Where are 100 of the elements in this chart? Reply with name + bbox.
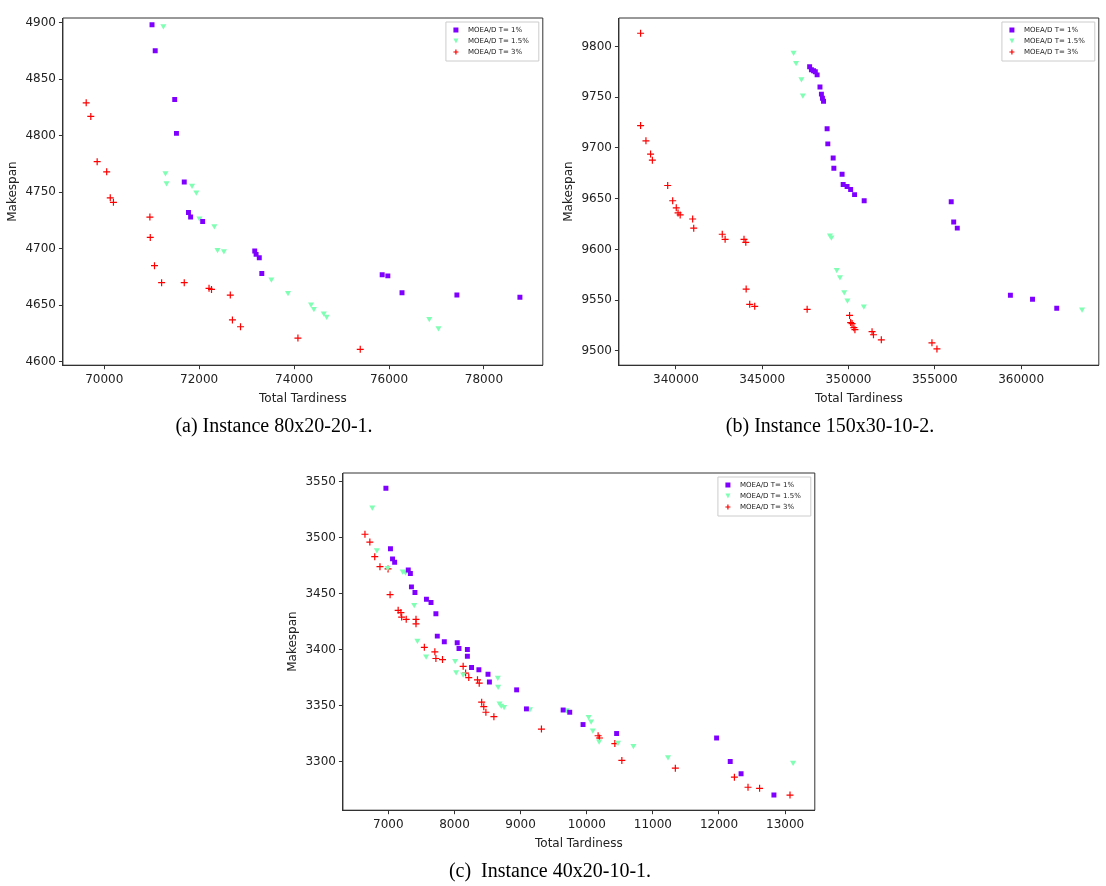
point	[411, 603, 418, 609]
point	[259, 271, 265, 277]
point	[785, 790, 795, 800]
point	[589, 728, 596, 734]
point	[861, 198, 867, 204]
point	[152, 48, 158, 54]
point	[174, 130, 179, 136]
point	[688, 214, 697, 224]
point	[839, 171, 845, 177]
point	[830, 155, 836, 161]
y-tick-label: 4800	[25, 127, 56, 142]
point	[852, 192, 858, 198]
point	[220, 249, 227, 255]
point	[738, 771, 744, 777]
point	[441, 639, 447, 645]
text: (a) Instance 80x20-20-1.	[174, 414, 374, 437]
point	[196, 216, 203, 222]
point	[320, 311, 327, 317]
point	[193, 190, 200, 196]
point	[841, 290, 848, 296]
y-tick-label: 4900	[25, 14, 56, 29]
y-tick-label: 9600	[581, 241, 612, 256]
x-tick-label: 9000	[505, 816, 536, 831]
point	[793, 60, 800, 67]
y-tick-label: 3400	[305, 641, 336, 656]
y-tick-label: 3350	[305, 697, 336, 712]
x-tick-label: 12000	[699, 816, 739, 831]
point	[798, 77, 805, 83]
point	[214, 248, 221, 254]
point	[464, 653, 470, 659]
x-axis-title: Total Tardiness	[814, 390, 903, 405]
y-axis-title: Makespan	[561, 161, 576, 222]
point	[743, 783, 753, 792]
point	[831, 165, 837, 171]
y-tick-label: 9550	[581, 292, 612, 307]
text: (b) Instance 150x30-10-2.	[724, 414, 936, 437]
point	[537, 724, 546, 734]
point	[742, 284, 751, 294]
point	[388, 546, 393, 552]
text: (c) Instance 40x20-10-1.	[447, 859, 653, 882]
y-tick-label: 9500	[581, 343, 612, 358]
point	[464, 647, 470, 653]
point	[454, 292, 460, 298]
point	[790, 760, 797, 767]
x-tick-label: 355000	[911, 371, 958, 386]
y-tick-label: 9700	[581, 140, 612, 155]
x-tick-label: 13000	[766, 816, 805, 831]
point	[824, 126, 830, 132]
point	[200, 219, 206, 225]
point	[453, 670, 460, 676]
point	[641, 136, 651, 145]
point	[308, 302, 315, 308]
y-axis-title: Makespan	[285, 611, 300, 672]
point	[517, 294, 523, 300]
point	[226, 290, 235, 300]
point	[951, 219, 957, 225]
point	[408, 584, 414, 590]
point	[803, 305, 812, 314]
x-tick-label: 10000	[567, 816, 606, 831]
point	[379, 272, 385, 278]
point	[523, 706, 529, 712]
point	[293, 333, 303, 343]
x-tick-label: 78000	[464, 371, 504, 386]
point	[460, 672, 467, 678]
point	[689, 224, 698, 233]
y-tick-label: 4600	[25, 353, 56, 368]
point	[430, 647, 439, 656]
x-tick-label: 76000	[369, 371, 409, 386]
y-tick-label: 9800	[581, 38, 612, 53]
point	[435, 326, 442, 332]
point	[833, 268, 840, 274]
point	[375, 562, 385, 571]
point	[414, 638, 421, 645]
point	[163, 181, 170, 187]
point	[836, 275, 843, 281]
point	[844, 298, 851, 304]
point	[149, 22, 155, 28]
y-tick-label: 4650	[25, 297, 56, 312]
point	[664, 755, 672, 761]
point	[385, 273, 391, 279]
point	[145, 212, 154, 222]
point	[954, 225, 960, 231]
point	[360, 530, 370, 539]
point	[284, 291, 292, 297]
point	[426, 317, 433, 323]
x-tick-label: 350000	[825, 371, 872, 386]
point	[211, 224, 218, 230]
point	[475, 679, 484, 688]
point	[423, 596, 429, 602]
point	[373, 548, 380, 554]
point	[431, 654, 441, 663]
point	[434, 633, 440, 639]
point	[162, 171, 169, 177]
point	[411, 619, 421, 628]
x-tick-label: 74000	[274, 371, 314, 386]
y-axis-title: Makespan	[5, 161, 20, 222]
point	[268, 277, 275, 283]
y-tick-label: 4700	[25, 240, 56, 255]
point	[799, 93, 806, 99]
x-tick-label: 8000	[439, 816, 470, 831]
